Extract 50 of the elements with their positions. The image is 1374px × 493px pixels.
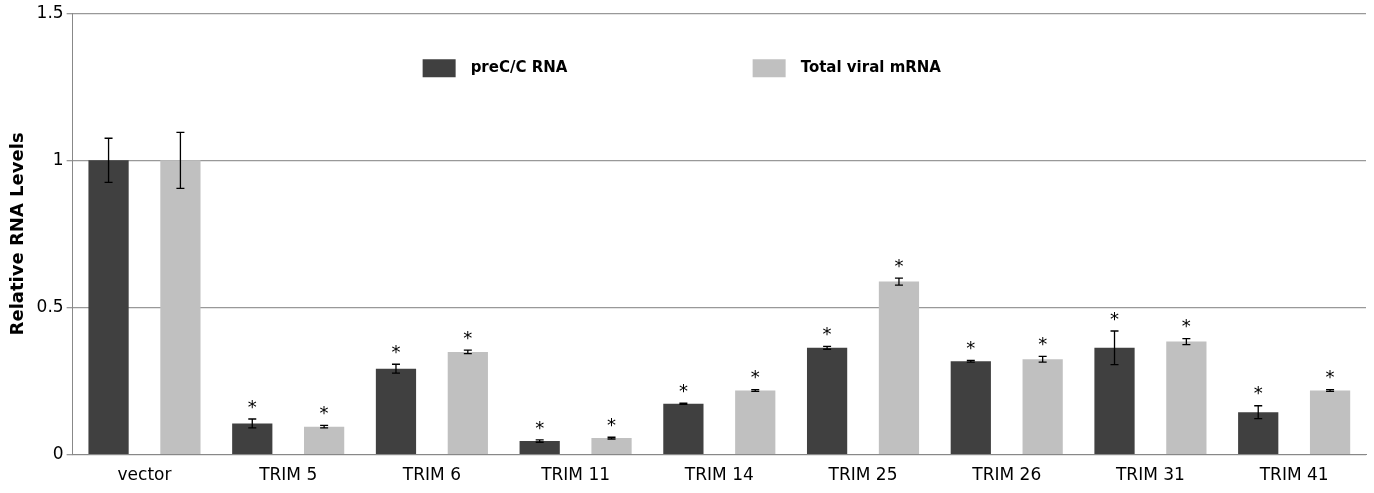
x-tick-label: TRIM 5 <box>258 464 318 485</box>
y-tick-label: 1.5 <box>36 1 64 22</box>
x-tick-label: TRIM 41 <box>1258 464 1329 485</box>
data-label: * <box>1181 315 1191 337</box>
x-tick-label: TRIM 25 <box>827 464 898 485</box>
x-tick-label: TRIM 26 <box>971 464 1042 485</box>
data-label: * <box>247 395 257 417</box>
bar <box>950 361 991 454</box>
bar <box>375 368 417 454</box>
bar <box>160 160 201 454</box>
y-tick-label: 0.5 <box>36 295 64 316</box>
data-label: * <box>750 366 760 388</box>
bar <box>1022 359 1063 454</box>
bar <box>1094 347 1135 454</box>
bar <box>663 403 704 454</box>
bar <box>1166 341 1207 454</box>
data-label: * <box>678 379 688 401</box>
bar <box>806 347 848 454</box>
bar <box>591 438 632 454</box>
data-label: * <box>1253 382 1263 404</box>
bar <box>304 426 345 454</box>
data-label: * <box>535 416 545 438</box>
bar <box>1238 412 1279 454</box>
data-label: * <box>894 254 904 276</box>
data-label: * <box>1110 307 1120 329</box>
y-tick-label: 1 <box>52 148 64 169</box>
bar <box>519 441 560 454</box>
y-axis-title: Relative RNA Levels <box>6 132 28 336</box>
x-tick-label: TRIM 6 <box>401 464 461 485</box>
x-tick-label: TRIM 31 <box>1114 464 1185 485</box>
data-label: * <box>966 337 976 359</box>
bar <box>88 160 129 454</box>
x-tick-label: vector <box>117 464 172 485</box>
data-label: * <box>319 402 329 424</box>
bar <box>735 390 776 454</box>
data-label: * <box>463 326 473 348</box>
bar <box>232 423 273 454</box>
bar <box>878 281 920 454</box>
data-label: * <box>607 413 617 435</box>
legend-label: preC/C RNA <box>470 58 568 77</box>
x-tick-label: TRIM 11 <box>540 464 611 485</box>
legend-label: Total viral mRNA <box>800 58 942 77</box>
bar <box>1309 390 1351 454</box>
x-tick-label: TRIM 14 <box>683 464 754 485</box>
data-label: * <box>822 322 832 344</box>
data-label: * <box>1325 366 1335 388</box>
y-tick-label: 0 <box>52 443 64 464</box>
data-label: * <box>1038 332 1048 354</box>
bar <box>447 351 488 454</box>
data-label: * <box>391 340 401 362</box>
